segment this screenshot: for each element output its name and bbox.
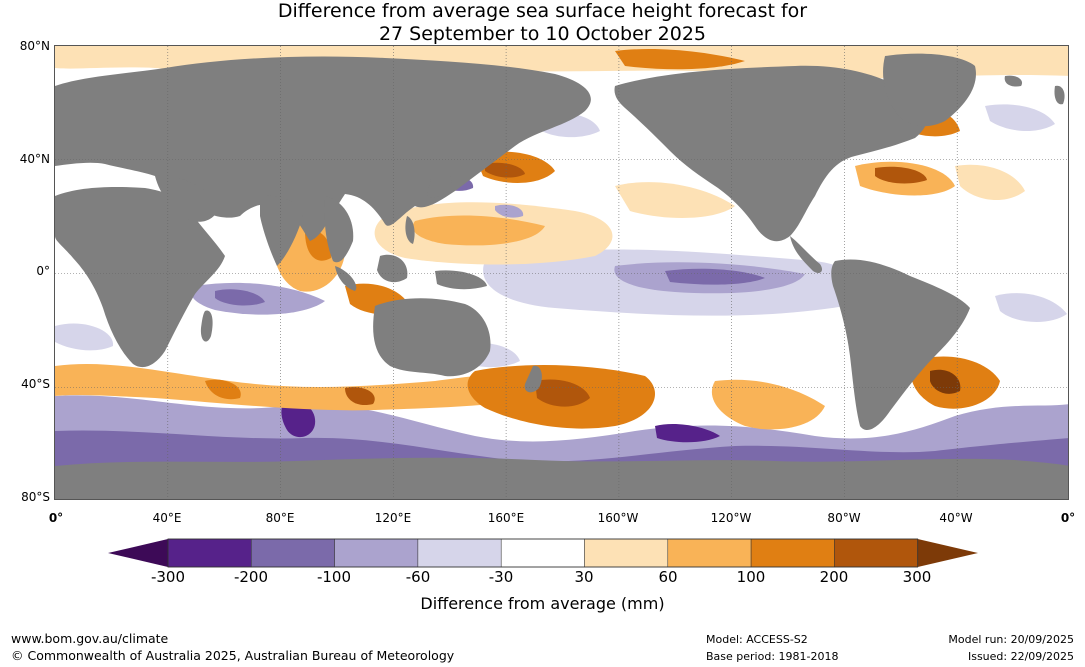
graticule xyxy=(55,46,1068,499)
colorbar-tick-label: 60 xyxy=(658,568,678,586)
north-america xyxy=(614,65,929,242)
lon-label-120e: 120°E xyxy=(374,511,412,525)
iceland xyxy=(1004,75,1023,87)
lon-label-120w: 120°W xyxy=(710,511,752,525)
new-zealand xyxy=(524,365,542,393)
colorbar-tick-label: 200 xyxy=(819,568,849,586)
colorbar-arrow-low xyxy=(108,539,168,567)
lat-label-80n: 80°N xyxy=(19,39,50,53)
sea-surface-height-map xyxy=(54,45,1069,500)
colorbar-segment-9 xyxy=(834,538,918,568)
title-line-1: Difference from average sea surface heig… xyxy=(277,0,808,22)
lat-label-40s: 40°S xyxy=(21,377,50,391)
australia xyxy=(373,298,491,377)
colorbar-segment-8 xyxy=(750,538,835,568)
footer-model-info: Model: ACCESS-S2 Base period: 1981-2018 xyxy=(706,631,838,665)
model-name: Model: ACCESS-S2 xyxy=(706,633,808,646)
colorbar-title: Difference from average (mm) xyxy=(420,594,665,613)
lon-label-0-left: 0° xyxy=(48,511,64,525)
lon-label-40e: 40°E xyxy=(152,511,182,525)
india xyxy=(260,195,303,266)
map-canvas xyxy=(55,46,1068,499)
colorbar-segment-4 xyxy=(417,538,502,568)
lon-label-0-right: 0° xyxy=(1060,511,1076,525)
central-america xyxy=(790,236,823,274)
southeast-asia xyxy=(324,196,354,263)
footer-run-info: Model run: 20/09/2025 Issued: 22/09/2025 xyxy=(948,631,1074,665)
source-url: www.bom.gov.au/climate xyxy=(11,631,169,646)
colorbar xyxy=(108,538,978,568)
japan xyxy=(427,164,452,198)
africa xyxy=(55,186,225,368)
lat-label-40n: 40°N xyxy=(19,152,50,166)
colorbar-tick-label: 30 xyxy=(574,568,594,586)
sumatra xyxy=(335,266,357,291)
new-guinea xyxy=(435,270,487,290)
lon-label-80w: 80°W xyxy=(827,511,861,525)
lon-label-80e: 80°E xyxy=(265,511,295,525)
colorbar-tick-label: -100 xyxy=(316,568,352,586)
title-line-2: 27 September to 10 October 2025 xyxy=(378,23,707,45)
footer-left: www.bom.gov.au/climate © Commonwealth of… xyxy=(11,630,454,664)
british-isles xyxy=(1054,85,1065,105)
colorbar-tick-label: 300 xyxy=(902,568,932,586)
colorbar-tick-label: -60 xyxy=(405,568,431,586)
lon-label-40w: 40°W xyxy=(939,511,973,525)
colorbar-segment-6 xyxy=(584,538,669,568)
colorbar-arrow-high xyxy=(917,539,978,567)
arabia xyxy=(155,175,220,222)
colorbar-tick-label: 100 xyxy=(736,568,766,586)
base-period: Base period: 1981-2018 xyxy=(706,650,839,663)
antarctica xyxy=(55,457,1068,499)
borneo xyxy=(377,254,408,283)
issued-date: Issued: 22/09/2025 xyxy=(967,650,1074,663)
colorbar-segment-5 xyxy=(500,538,585,568)
colorbar-tick-label: -300 xyxy=(150,568,186,586)
philippines xyxy=(405,216,415,244)
lat-label-equator: 0° xyxy=(36,264,50,278)
colorbar-segment-7 xyxy=(667,538,752,568)
lon-label-160e: 160°E xyxy=(487,511,525,525)
equatorial-pacific-negative-anomaly xyxy=(191,249,860,316)
lat-label-80s: 80°S xyxy=(21,490,50,504)
madagascar xyxy=(200,310,213,342)
copyright-notice: © Commonwealth of Australia 2025, Austra… xyxy=(11,648,455,663)
model-run-date: Model run: 20/09/2025 xyxy=(948,633,1074,646)
colorbar-segment-3 xyxy=(334,538,419,568)
map-title: Difference from average sea surface heig… xyxy=(0,0,1085,46)
colorbar-segment-2 xyxy=(251,538,335,568)
lon-label-160w: 160°W xyxy=(597,511,639,525)
colorbar-segment-1 xyxy=(167,538,252,568)
greenland xyxy=(883,53,976,127)
colorbar-tick-label: -200 xyxy=(233,568,269,586)
colorbar-tick-label: -30 xyxy=(488,568,514,586)
